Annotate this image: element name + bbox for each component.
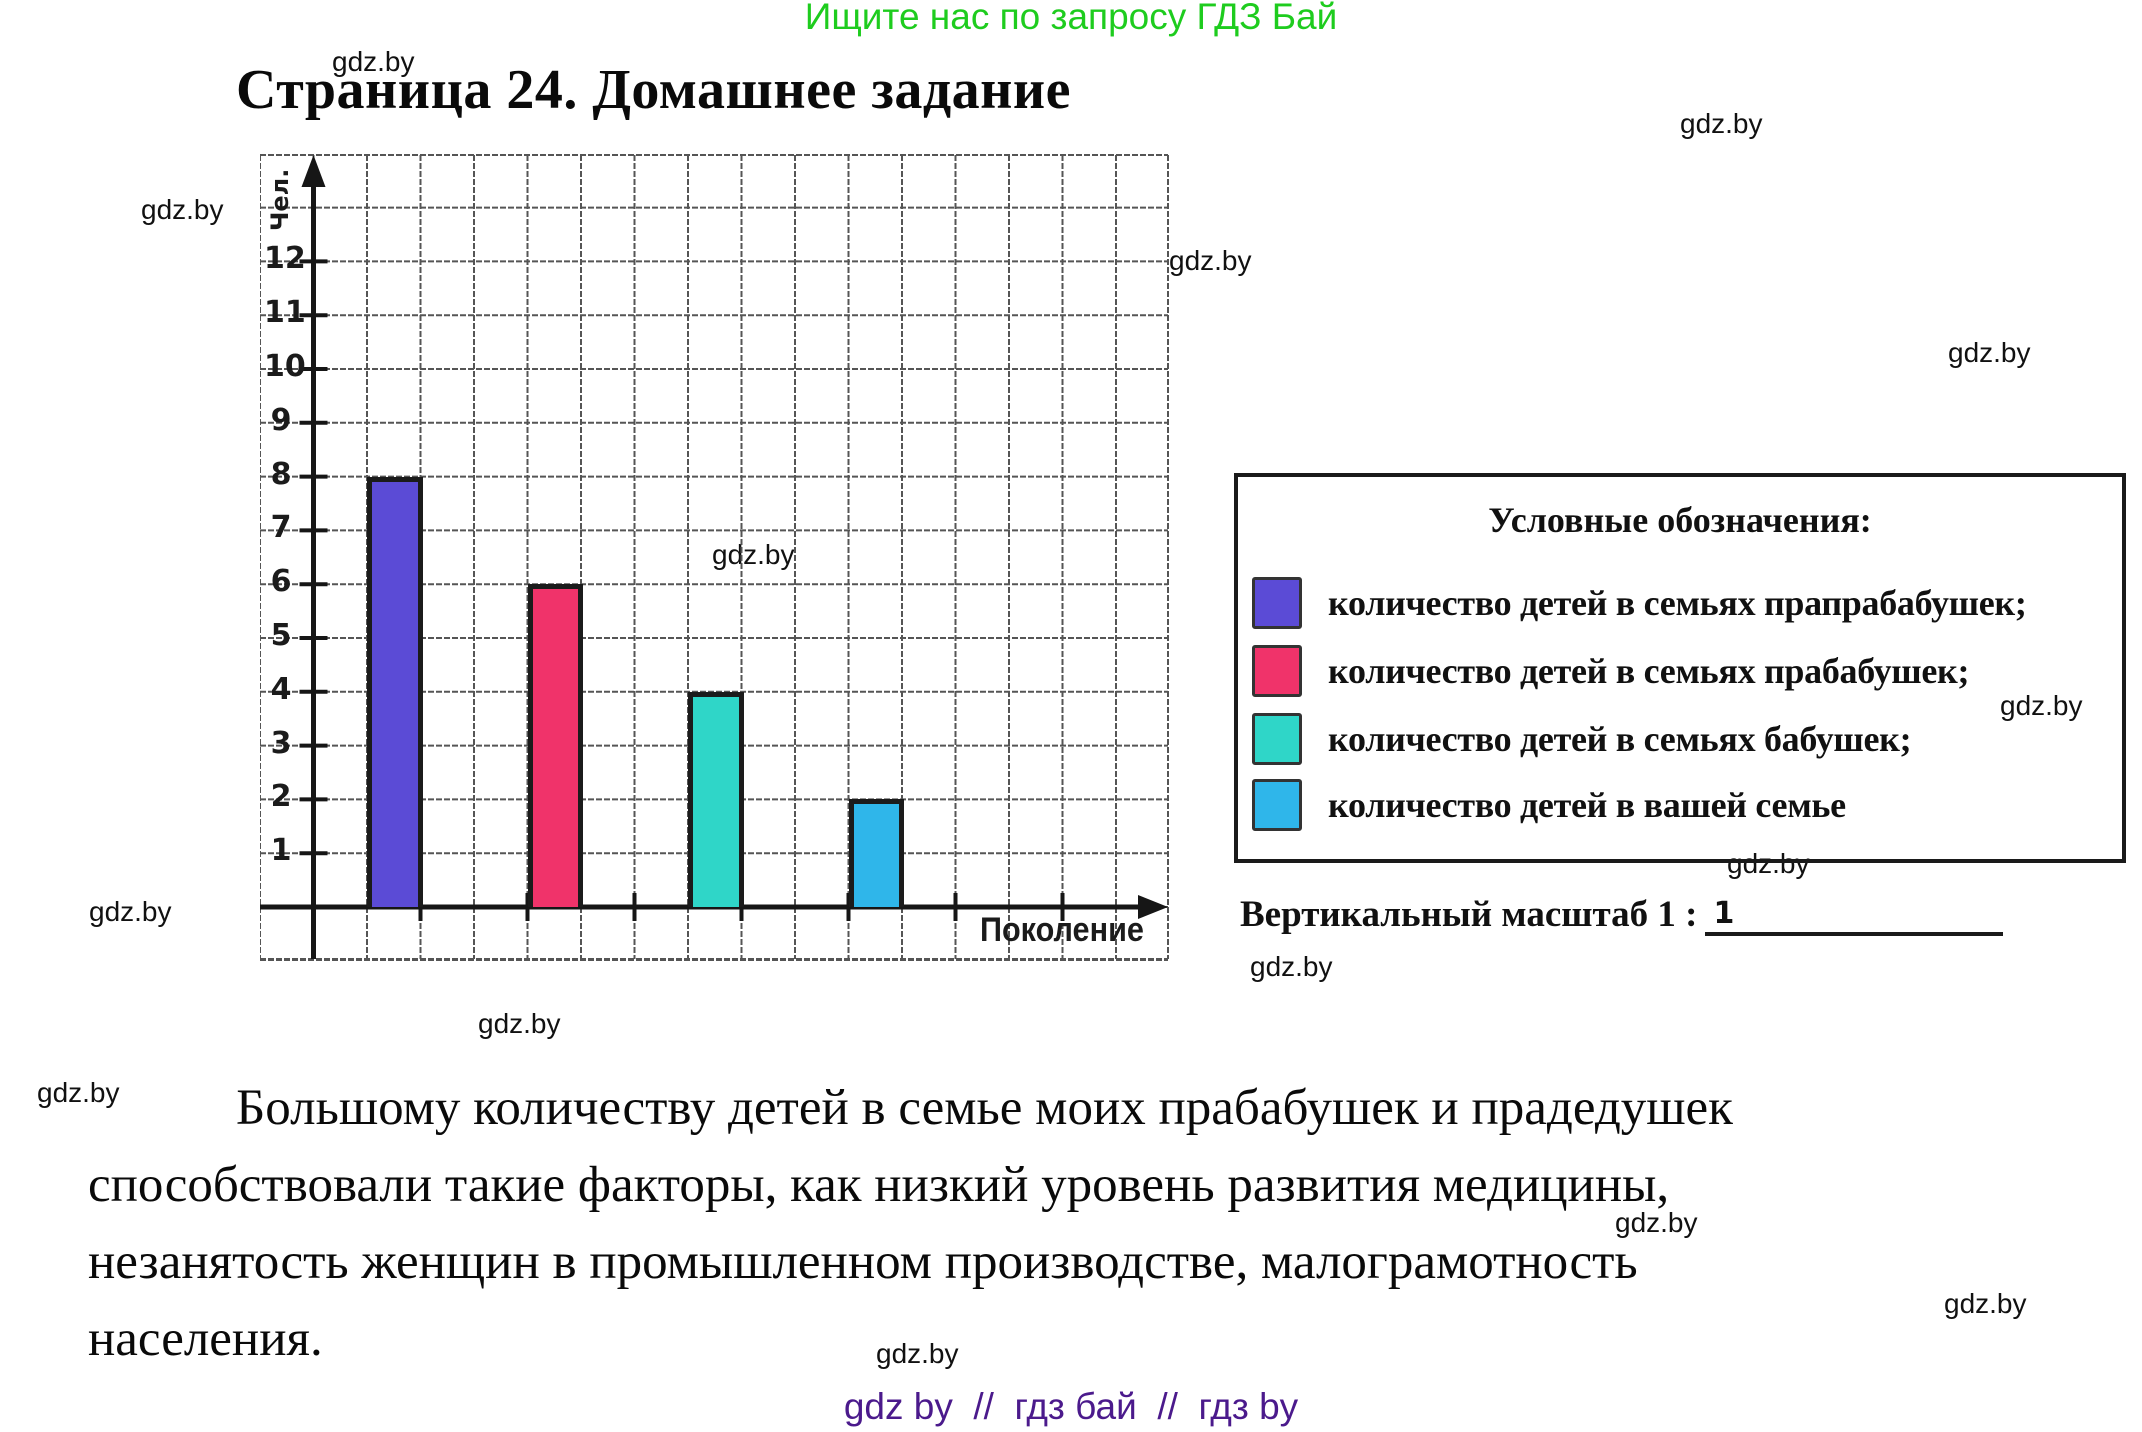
watermark: gdz.by: [1615, 1207, 1698, 1238]
swatch-teal-icon: [1252, 713, 1302, 765]
bar: [848, 799, 904, 907]
watermark: gdz.by: [1250, 951, 1333, 982]
legend-item-grandmothers: количество детей в семьях бабушек;: [1252, 713, 1912, 765]
bar-chart: Чел. Поколение 1 2 3 4 5 6 7 8 9 10 11 12: [260, 153, 1170, 961]
answer-line: Большому количеству детей в семье моих п…: [236, 1080, 1733, 1136]
y-tick-label: 12: [264, 241, 306, 277]
y-tick-label: 5: [270, 618, 292, 653]
y-tick-label: 11: [264, 295, 306, 331]
search-banner[interactable]: Ищите нас по запросу ГДЗ Бай: [804, 0, 1338, 37]
swatch-purple-icon: [1252, 577, 1302, 629]
y-tick-label: 3: [270, 725, 292, 761]
y-axis-label: Чел.: [266, 168, 294, 231]
bar: [527, 584, 583, 907]
scale-value: 1: [1705, 896, 2004, 936]
y-tick-label: 1: [270, 833, 292, 869]
legend-label: количество детей в семьях прапрабабушек;: [1328, 583, 2027, 623]
x-axis-label: Поколение: [980, 911, 1144, 949]
legend-item-great-great-grandmothers: количество детей в семьях прапрабабушек;: [1252, 577, 2027, 629]
answer-line: населения.: [88, 1311, 323, 1367]
page-title: Страница 24. Домашнее задание: [236, 59, 1072, 121]
y-tick-label: 8: [270, 456, 292, 492]
swatch-blue-icon: [1252, 779, 1302, 831]
watermark: gdz.by: [1169, 245, 1252, 276]
answer-paragraph: Большому количеству детей в семье моих п…: [88, 1070, 1983, 1378]
answer-line: незанятость женщин в промышленном произв…: [88, 1234, 1638, 1290]
legend-label: количество детей в семьях бабушек;: [1328, 719, 1912, 759]
watermark: gdz.by: [141, 194, 224, 225]
legend-label: количество детей в семьях прабабушек;: [1328, 651, 1970, 691]
watermark: gdz.by: [89, 896, 172, 927]
vertical-scale: Вертикальный масштаб 1 : 1: [1240, 893, 2004, 936]
watermark: gdz.by: [712, 539, 795, 570]
legend-box: Условные обозначения: количество детей в…: [1234, 473, 2126, 863]
watermark: gdz.by: [478, 1008, 561, 1039]
footer-links[interactable]: gdz by // гдз бай // гдз by: [843, 1386, 1299, 1427]
swatch-pink-icon: [1252, 645, 1302, 697]
answer-line: способствовали такие факторы, как низкий…: [88, 1157, 1670, 1213]
y-tick-label: 4: [270, 671, 292, 707]
watermark: gdz.by: [876, 1338, 959, 1369]
bar: [367, 476, 423, 907]
watermark: gdz.by: [37, 1077, 120, 1108]
legend-label: количество детей в вашей семье: [1328, 785, 1846, 825]
legend-item-great-grandmothers: количество детей в семьях прабабушек;: [1252, 645, 1969, 697]
y-tick-label: 7: [270, 510, 292, 546]
watermark: gdz.by: [332, 46, 415, 77]
watermark: gdz.by: [2000, 690, 2083, 721]
y-tick-label: 9: [270, 402, 292, 438]
watermark: gdz.by: [1944, 1288, 2027, 1319]
y-tick-label: 6: [270, 564, 292, 600]
scale-label: Вертикальный масштаб 1 :: [1240, 894, 1698, 935]
legend-title: Условные обозначения:: [1488, 500, 1872, 540]
legend-item-your-family: количество детей в вашей семье: [1252, 779, 1846, 831]
bar: [688, 691, 744, 907]
y-tick-label: 10: [264, 349, 306, 384]
watermark: gdz.by: [1680, 108, 1763, 139]
watermark: gdz.by: [1727, 848, 1810, 879]
y-tick-label: 2: [270, 779, 292, 815]
watermark: gdz.by: [1948, 337, 2031, 368]
